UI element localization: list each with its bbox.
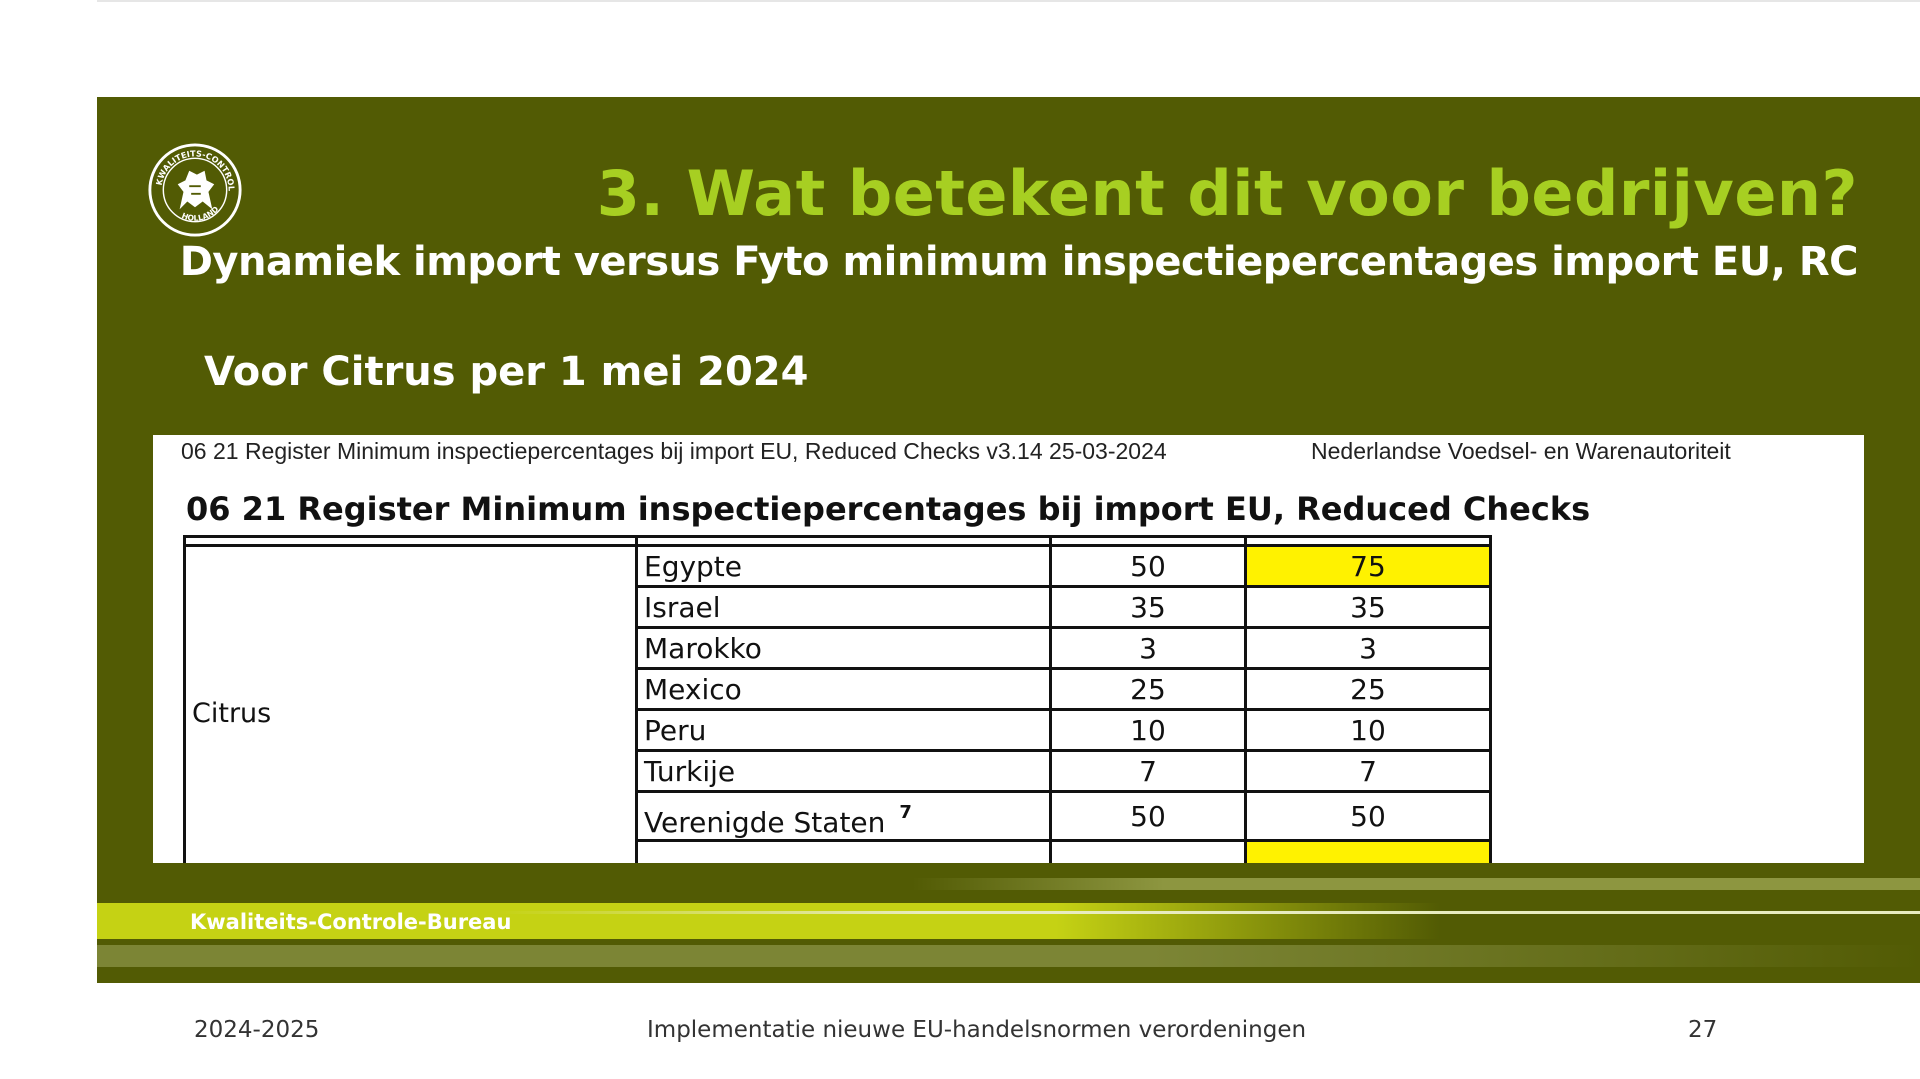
- country-cell: Verenigde Staten 7: [635, 790, 1052, 842]
- slide-subtitle-citrus: Voor Citrus per 1 mei 2024: [204, 349, 809, 395]
- value-a-cell: 10: [1049, 708, 1247, 752]
- country-name: Verenigde Staten: [644, 806, 886, 839]
- table-row: Verenigde Staten 7 50 50: [185, 790, 1492, 842]
- value-b-cell: 3: [1244, 626, 1492, 670]
- slide-panel: KWALITEITS-CONTROLE-BUREAU HOLLAND 3. Wa…: [97, 97, 1920, 983]
- inspection-table: Citrus Egypte 50 75 Israel 35 35 Marokko…: [183, 535, 1492, 863]
- country-cell: Israel: [635, 585, 1052, 629]
- document-excerpt: 06 21 Register Minimum inspectiepercenta…: [153, 435, 1864, 863]
- page-number: 27: [1688, 1017, 1718, 1043]
- value-b-cell: 50: [1244, 790, 1492, 842]
- seal-icon: KWALITEITS-CONTROLE-BUREAU HOLLAND: [144, 134, 242, 237]
- document-header-right: Nederlandse Voedsel- en Warenautoriteit: [1311, 438, 1731, 464]
- document-title: 06 21 Register Minimum inspectiepercenta…: [186, 490, 1591, 528]
- value-b-cell: 7: [1244, 749, 1492, 793]
- country-cell: Marokko: [635, 626, 1052, 670]
- country-cell: Egypte: [635, 544, 1052, 588]
- value-a-cell: 7: [1049, 749, 1247, 793]
- table-row: Turkije 7 7: [185, 749, 1492, 793]
- country-cell: Turkije: [635, 749, 1052, 793]
- footer-stripe-thin: [912, 878, 1920, 890]
- table-header-row: [183, 535, 1492, 547]
- value-a-cell: 3: [1049, 626, 1247, 670]
- document-header: 06 21 Register Minimum inspectiepercenta…: [181, 438, 1861, 465]
- table-row: Peru 10 10: [185, 708, 1492, 752]
- value-a-cell: 25: [1049, 667, 1247, 711]
- value-b-cell: 25: [1244, 667, 1492, 711]
- brand-label: Kwaliteits-Controle-Bureau: [190, 910, 512, 934]
- slide-title: 3. Wat betekent dit voor bedrijven?: [596, 157, 1858, 230]
- footnote-marker: 7: [899, 802, 912, 823]
- footer-stripe-lime: [97, 903, 1920, 939]
- table-row: Citrus Egypte 50 75: [183, 544, 1492, 863]
- table-row-cutoff: [185, 839, 1492, 863]
- footer-year: 2024-2025: [194, 1017, 320, 1043]
- table-row: Marokko 3 3: [185, 626, 1492, 670]
- kcb-seal-logo: KWALITEITS-CONTROLE-BUREAU HOLLAND: [144, 134, 243, 238]
- svg-text:HOLLAND: HOLLAND: [180, 205, 220, 223]
- value-a-cell: 35: [1049, 585, 1247, 629]
- value-a-cell: 50: [1049, 544, 1247, 588]
- product-cell: Citrus: [183, 544, 638, 863]
- slide-subtitle: Dynamiek import versus Fyto minimum insp…: [179, 239, 1859, 285]
- country-cell: Mexico: [635, 667, 1052, 711]
- country-cell: Peru: [635, 708, 1052, 752]
- value-b-cell-highlighted: 75: [1244, 544, 1492, 588]
- table-row: Mexico 25 25: [185, 667, 1492, 711]
- footer-center-text: Implementatie nieuwe EU-handelsnormen ve…: [647, 1017, 1307, 1043]
- value-b-cell: 10: [1244, 708, 1492, 752]
- document-header-left: 06 21 Register Minimum inspectiepercenta…: [181, 438, 1167, 464]
- top-divider: [97, 0, 1920, 2]
- value-b-cell: 35: [1244, 585, 1492, 629]
- value-a-cell: 50: [1049, 790, 1247, 842]
- footer-stripe-olive: [97, 945, 1920, 967]
- table-row: Israel 35 35: [185, 585, 1492, 629]
- footer-stripe-line: [497, 911, 1920, 914]
